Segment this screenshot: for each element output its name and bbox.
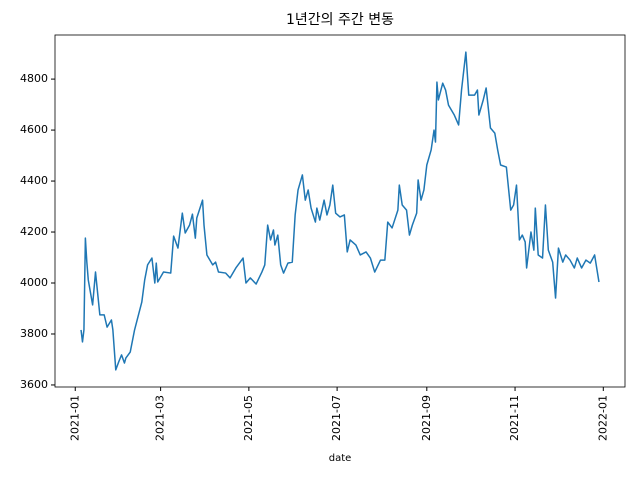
- y-tick-label: 3800: [20, 327, 48, 340]
- y-tick-label: 4000: [20, 276, 48, 289]
- y-tick-label: 4600: [20, 123, 48, 136]
- x-tick-label: 2022-01: [596, 395, 609, 441]
- chart-title: 1년간의 주간 변동: [286, 12, 394, 28]
- y-tick-label: 3600: [20, 378, 48, 391]
- data-line: [80, 51, 600, 371]
- x-tick-label: 2021-05: [242, 395, 255, 441]
- x-tick-label: 2021-09: [420, 395, 433, 441]
- y-tick-label: 4400: [20, 174, 48, 187]
- x-tick-label: 2021-03: [154, 395, 167, 441]
- x-tick-label: 2021-11: [508, 395, 521, 441]
- plot-frame: [54, 34, 626, 388]
- y-tick-label: 4200: [20, 225, 48, 238]
- x-axis-label: date: [329, 453, 352, 464]
- x-tick-label: 2021-07: [330, 395, 343, 441]
- y-tick-label: 4800: [20, 72, 48, 85]
- x-tick-label: 2021-01: [68, 395, 81, 441]
